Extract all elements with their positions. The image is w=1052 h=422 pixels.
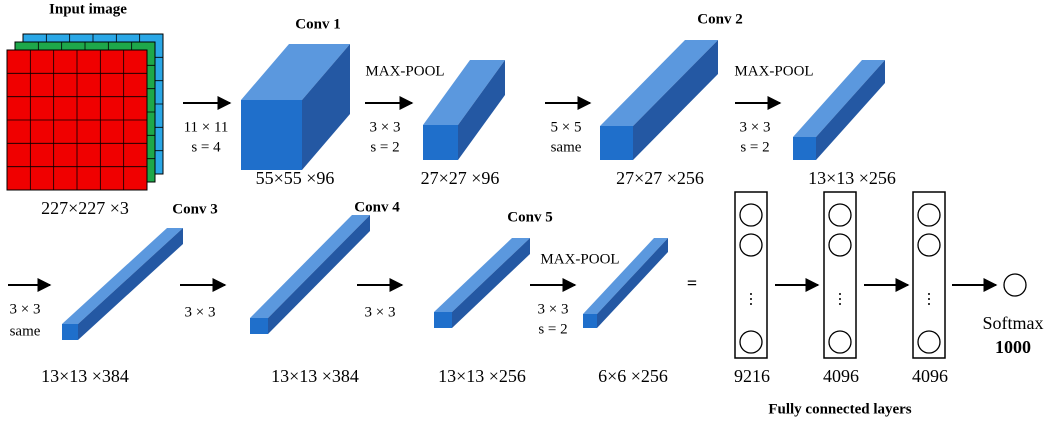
fc-size: 4096 <box>823 366 859 386</box>
layer-label: Conv 4 <box>354 199 400 215</box>
op-name: MAX-POOL <box>365 63 444 79</box>
fc-title: Fully connected layers <box>768 401 911 417</box>
neuron <box>828 330 852 354</box>
op-param: 3 × 3 <box>370 119 401 135</box>
cuboid-front <box>600 126 633 160</box>
output-name: Softmax <box>983 313 1044 333</box>
input-shape: 227×227 ×3 <box>41 198 129 218</box>
layer-shape: 13×13 ×256 <box>808 168 896 188</box>
op-param: 3 × 3 <box>538 301 569 317</box>
cuboid-side <box>302 44 350 170</box>
cuboid-top <box>793 60 885 137</box>
shapes <box>6 33 1027 359</box>
cuboid-side <box>452 238 530 328</box>
cuboid-top <box>62 228 183 324</box>
cuboid-top <box>600 40 718 126</box>
cuboid-front <box>250 318 268 334</box>
neuron <box>828 203 852 227</box>
layer-shape: 13×13 ×384 <box>41 366 129 386</box>
neuron <box>917 233 941 257</box>
op-param: 3 × 3 <box>740 119 771 135</box>
neuron <box>917 203 941 227</box>
cuboid-side <box>458 60 505 160</box>
cuboid-front <box>241 100 302 170</box>
layer-shape: 27×27 ×96 <box>421 168 500 188</box>
cuboid-top <box>434 238 530 312</box>
neuron <box>739 203 763 227</box>
op-param: 5 × 5 <box>551 119 582 135</box>
cuboid-top <box>241 44 350 100</box>
cuboid-front <box>423 125 458 160</box>
layer-shape: 27×27 ×256 <box>616 168 704 188</box>
layer-label: Conv 5 <box>507 209 552 225</box>
fc-size: 4096 <box>912 366 948 386</box>
fc-ellipsis: ⋮ <box>744 291 759 307</box>
op-param: 3 × 3 <box>365 304 396 320</box>
neuron <box>739 233 763 257</box>
layer-label: Conv 2 <box>697 11 742 27</box>
input-title: Input image <box>49 1 127 17</box>
neuron <box>739 330 763 354</box>
op-param: s = 2 <box>370 139 399 155</box>
op-name: MAX-POOL <box>540 251 619 267</box>
cuboid-side <box>633 40 718 160</box>
layer-shape: 55×55 ×96 <box>256 168 335 188</box>
op-name: MAX-POOL <box>734 63 813 79</box>
cuboid-front <box>583 314 597 328</box>
neuron <box>917 330 941 354</box>
cuboid-side <box>78 228 183 340</box>
output-size: 1000 <box>995 337 1031 357</box>
cuboid-top <box>250 215 370 318</box>
op-param: s = 4 <box>191 139 221 155</box>
cuboid-side <box>597 238 668 328</box>
op-param: same <box>551 139 582 155</box>
cuboid-front <box>434 312 452 328</box>
cuboid-front <box>793 137 816 160</box>
cuboid-side <box>816 60 885 160</box>
equals-sign: = <box>687 273 697 293</box>
layer-shape: 13×13 ×384 <box>271 366 359 386</box>
cuboid-front <box>62 324 78 340</box>
fc-ellipsis: ⋮ <box>833 291 848 307</box>
layer-label: Conv 1 <box>295 16 340 32</box>
op-param: s = 2 <box>740 139 769 155</box>
cuboid-top <box>583 238 668 314</box>
fc-size: 9216 <box>734 366 770 386</box>
layer-shape: 6×6 ×256 <box>598 366 668 386</box>
op-param: same <box>10 323 41 339</box>
neuron <box>828 233 852 257</box>
op-param: 11 × 11 <box>184 119 229 135</box>
layer-label: Conv 3 <box>172 201 217 217</box>
op-param: s = 2 <box>538 321 567 337</box>
fc-ellipsis: ⋮ <box>922 291 937 307</box>
cuboid-top <box>423 60 505 125</box>
output-neuron <box>1003 273 1027 297</box>
cuboid-side <box>268 215 370 334</box>
op-param: 3 × 3 <box>185 304 216 320</box>
op-param: 3 × 3 <box>10 301 41 317</box>
layer-shape: 13×13 ×256 <box>438 366 526 386</box>
